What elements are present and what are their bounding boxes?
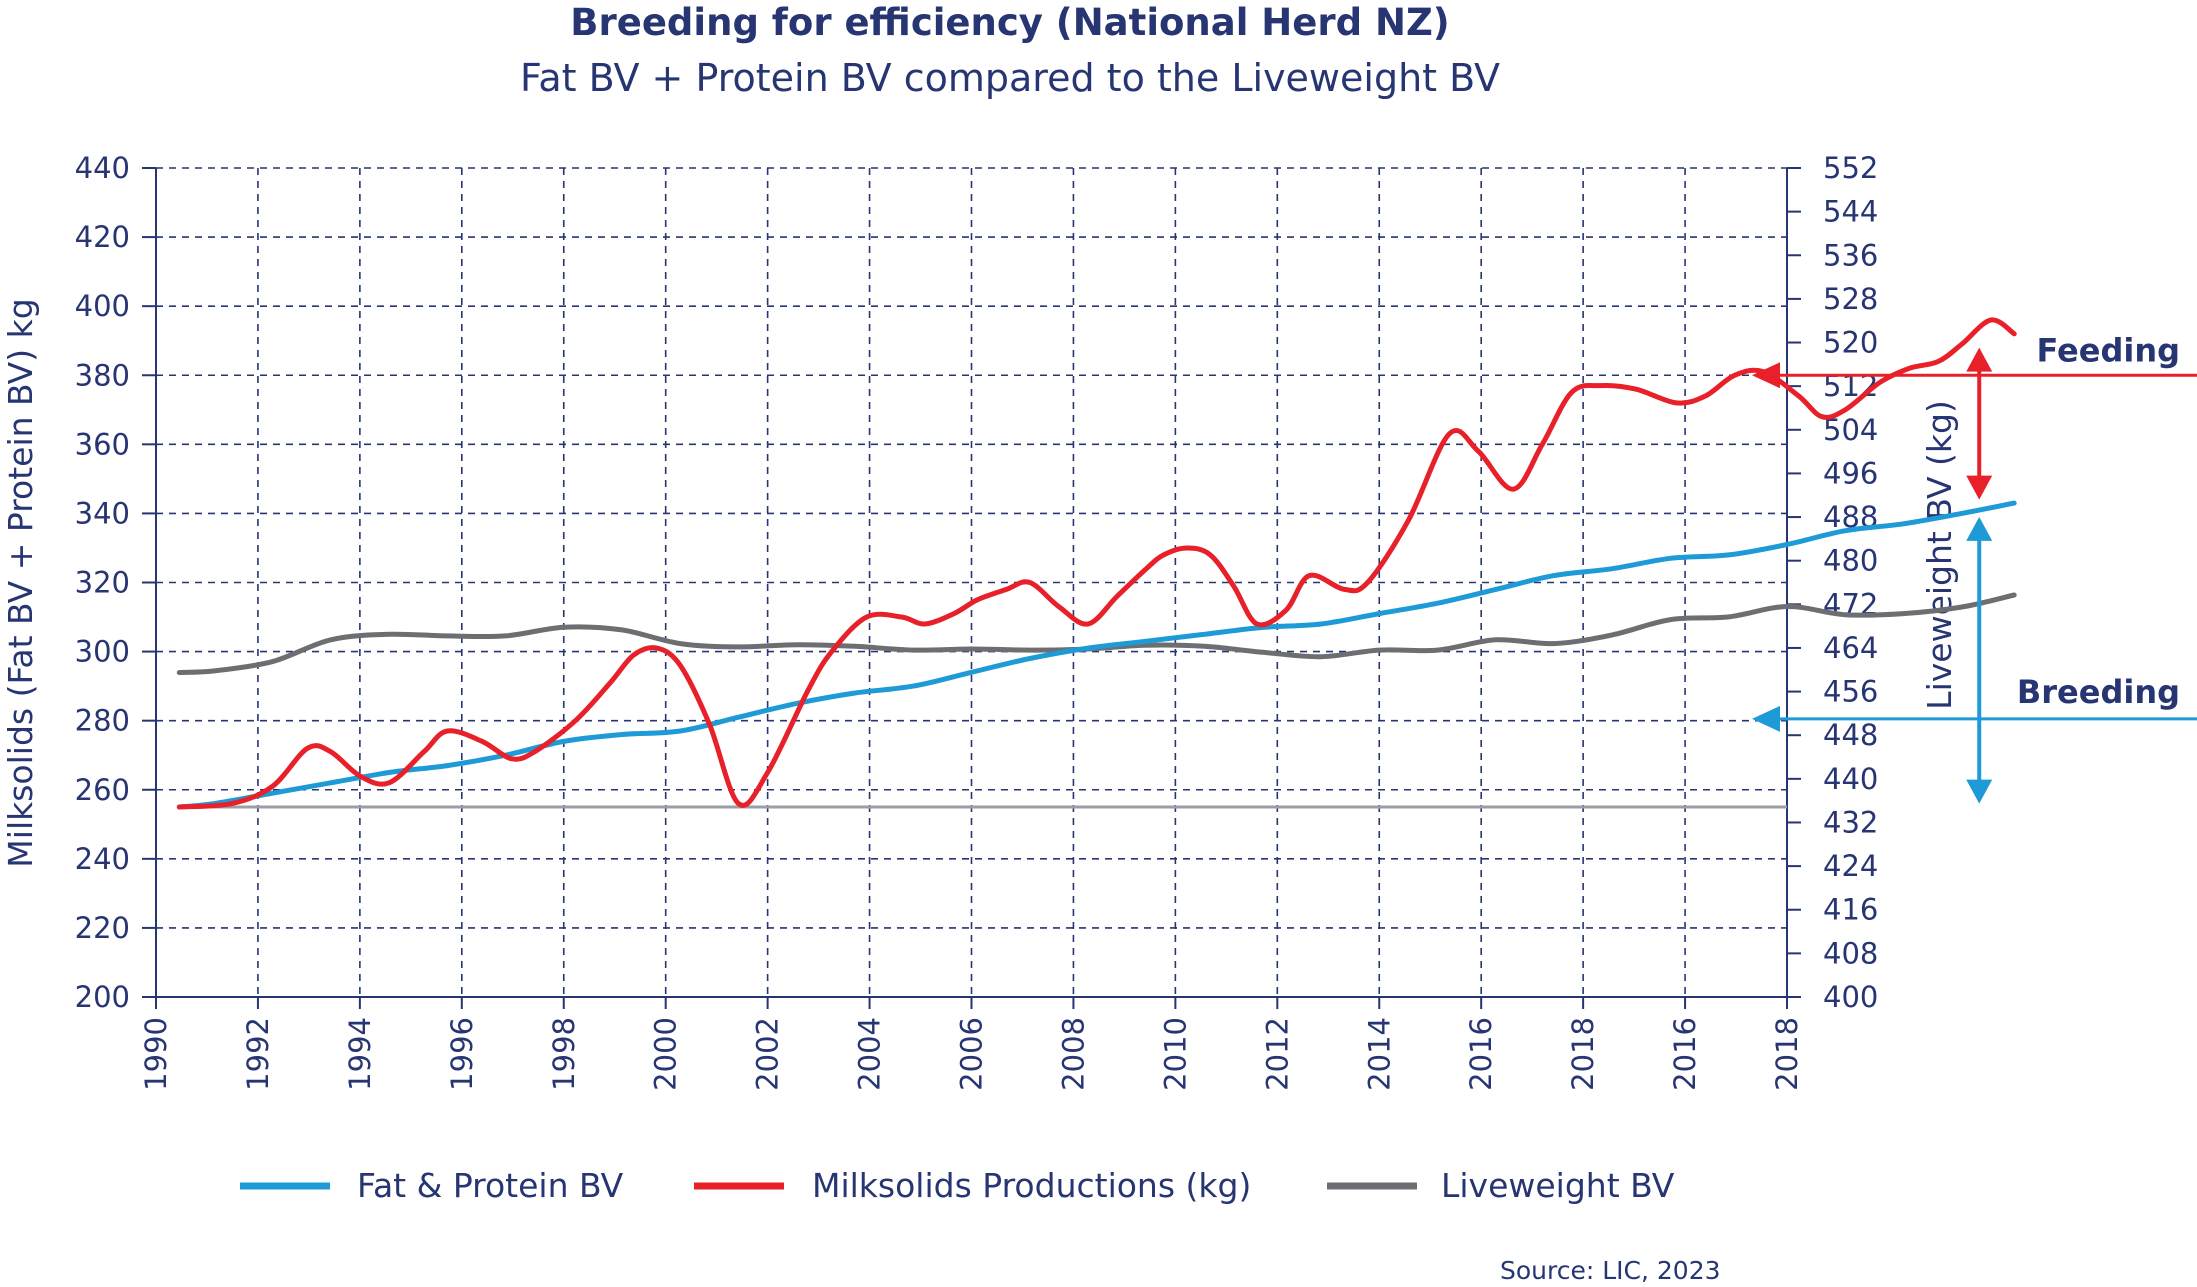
feeding-gap-arrowhead-down [1966,475,1993,500]
x-tick-label: 2018 [1566,1017,1600,1091]
series-lines [176,317,2017,810]
y-tick-label: 300 [75,635,130,669]
x-tick-label: 2016 [1464,1017,1498,1091]
x-tick-label: 2012 [1260,1017,1294,1091]
y-tick-label: 380 [75,358,130,392]
feeding-label: Feeding [2036,331,2180,369]
chart-subtitle: Fat BV + Protein BV compared to the Live… [520,56,1500,100]
x-tick-label: 1996 [445,1017,479,1091]
left-axis-ticks: 200 220 240 260 280 300 320 340 360 380 400 420 440 [75,151,156,1014]
y2-axis-label: Liveweight BV (kg) [1920,400,1959,710]
x-tick-label: 2000 [649,1017,683,1091]
x-tick-label: 2006 [955,1017,989,1091]
annotations: Feeding Breeding [1752,331,2197,804]
breeding-gap-arrowhead-up [1966,516,1993,541]
legend-label-milksolids: Milksolids Productions (kg) [812,1166,1251,1205]
y2-tick-label: 496 [1823,456,1878,490]
y2-tick-label: 480 [1823,544,1878,578]
y-tick-label: 400 [75,289,130,323]
breeding-pointer-arrowhead [1752,705,1780,732]
y-tick-label: 360 [75,427,130,461]
y2-tick-label: 536 [1823,238,1878,272]
x-tick-label: 2004 [853,1017,887,1091]
x-tick-label: 1990 [139,1017,173,1091]
breeding-label: Breeding [2017,673,2180,711]
y-tick-label: 440 [75,151,130,185]
feeding-pointer-arrowhead [1752,362,1780,389]
y2-tick-label: 528 [1823,282,1878,316]
y2-tick-label: 408 [1823,936,1878,970]
x-tick-label: 2014 [1362,1017,1396,1091]
y2-tick-label: 520 [1823,326,1878,360]
y2-tick-label: 464 [1823,631,1878,665]
series-fat-protein-line [176,500,2017,810]
grid-lines [156,167,1787,997]
source-note: Source: LIC, 2023 [1500,1256,1721,1285]
y2-tick-label: 400 [1823,980,1878,1014]
series-milksolids-line [176,317,2017,810]
y-axis-label: Milksolids (Fat BV + Protein BV) kg [1,298,40,867]
y-tick-label: 260 [75,773,130,807]
y2-tick-label: 440 [1823,762,1878,796]
legend: Fat & Protein BV Milksolids Productions … [240,1166,1675,1205]
y2-tick-label: 544 [1823,195,1878,229]
x-tick-label: 2002 [751,1017,785,1091]
feeding-gap-arrowhead-up [1966,347,1993,372]
legend-label-liveweight: Liveweight BV [1441,1166,1675,1205]
x-tick-label: 1998 [547,1017,581,1091]
x-tick-label: 1994 [343,1017,377,1091]
breeding-gap-arrowhead-down [1966,779,1993,804]
series-liveweight-line [176,592,2017,675]
y-tick-label: 200 [75,980,130,1014]
x-tick-label: 2010 [1158,1017,1192,1091]
chart-title: Breeding for efficiency (National Herd N… [570,1,1449,44]
y2-tick-label: 424 [1823,849,1878,883]
y2-tick-label: 432 [1823,805,1878,839]
x-tick-label: 2016 [1668,1017,1702,1091]
y-tick-label: 320 [75,566,130,600]
x-tick-label: 2008 [1056,1017,1090,1091]
y2-tick-label: 552 [1823,151,1878,185]
y-tick-label: 420 [75,220,130,254]
y2-tick-label: 448 [1823,718,1878,752]
y-tick-label: 240 [75,842,130,876]
y-tick-label: 220 [75,911,130,945]
right-axis-ticks: 4004084164244324404484564644724804884965… [1787,151,1878,1014]
x-axis-ticks: 1990 1992 1994 1996 1998 2000 2002 2004 2006 2008… [139,997,1804,1091]
y-tick-label: 280 [75,704,130,738]
y2-tick-label: 416 [1823,893,1878,927]
legend-label-fat-protein: Fat & Protein BV [357,1166,624,1205]
y2-tick-label: 456 [1823,675,1878,709]
x-tick-label: 1992 [241,1017,275,1091]
y-tick-label: 340 [75,496,130,530]
x-tick-label: 2018 [1770,1017,1804,1091]
